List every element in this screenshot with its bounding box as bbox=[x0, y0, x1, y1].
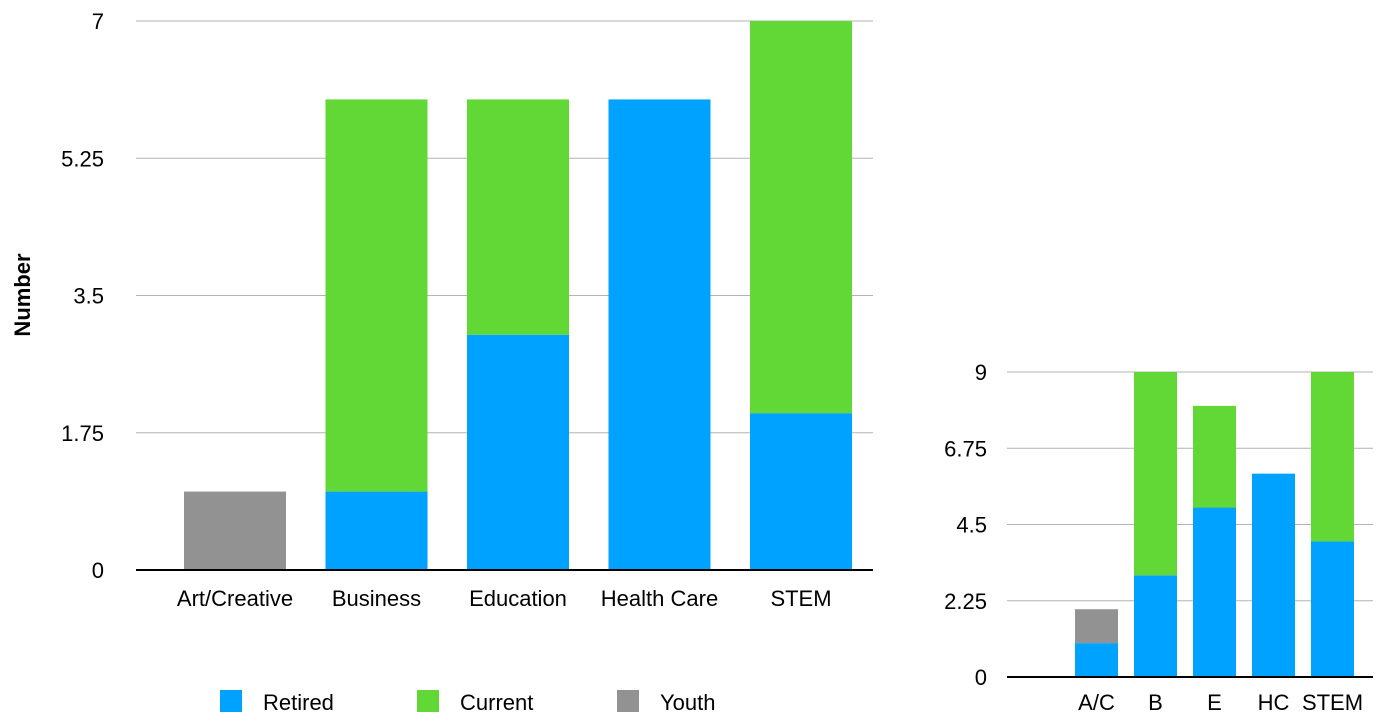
x-category-label: STEM bbox=[770, 586, 831, 611]
y-tick-label: 1.75 bbox=[61, 421, 104, 446]
y-tick-label: 2.25 bbox=[944, 589, 987, 614]
legend-swatch-youth bbox=[617, 690, 639, 712]
bar-health-care-retired bbox=[608, 99, 711, 570]
bar-education-retired bbox=[467, 334, 569, 570]
bar-stem-61d836 bbox=[1311, 372, 1354, 542]
x-category-label: Business bbox=[332, 586, 421, 611]
chart-legend: Retired Current Youth bbox=[220, 690, 715, 714]
y-tick-label: 4.5 bbox=[956, 513, 987, 538]
bar-stem-retired bbox=[750, 413, 852, 570]
bar-business-retired bbox=[325, 491, 428, 570]
bar-stem-00a2ff bbox=[1311, 541, 1354, 677]
y-axis-label: Number bbox=[10, 253, 35, 337]
bar-stem-current bbox=[750, 21, 852, 414]
legend-label-current: Current bbox=[460, 690, 533, 714]
x-category-label: Education bbox=[469, 586, 567, 611]
bar-a-c-929292 bbox=[1075, 609, 1118, 644]
y-tick-label: 7 bbox=[92, 9, 104, 34]
legend-swatch-retired bbox=[220, 690, 242, 712]
x-category-label: Health Care bbox=[601, 586, 718, 611]
y-tick-label: 5.25 bbox=[61, 146, 104, 171]
legend-label-youth: Youth bbox=[660, 690, 715, 714]
x-category-label: A/C bbox=[1078, 690, 1115, 714]
bar-business-current bbox=[325, 99, 428, 492]
y-tick-label: 9 bbox=[975, 360, 987, 385]
x-category-label: B bbox=[1148, 690, 1163, 714]
bar-e-61d836 bbox=[1193, 405, 1236, 508]
y-tick-label: 3.5 bbox=[73, 284, 104, 309]
legend-label-retired: Retired bbox=[263, 690, 334, 714]
x-category-label: HC bbox=[1258, 690, 1290, 714]
y-tick-label: 6.75 bbox=[944, 436, 987, 461]
bar-b-00a2ff bbox=[1134, 575, 1177, 677]
bar-a-c-00a2ff bbox=[1075, 643, 1118, 677]
x-category-label: STEM bbox=[1302, 690, 1363, 714]
bar-b-61d836 bbox=[1134, 372, 1177, 576]
legend-swatch-current bbox=[417, 690, 439, 712]
bar-art-creative-youth bbox=[184, 491, 286, 570]
bar-hc-00a2ff bbox=[1252, 473, 1295, 677]
summary-chart: 0 2.25 4.5 6.75 9 A/C B E HC STEM bbox=[944, 360, 1373, 714]
y-tick-label: 0 bbox=[975, 665, 987, 690]
main-chart: 0 1.75 3.5 5.25 7 Art/Creative Business Educati… bbox=[10, 9, 873, 611]
x-category-label: E bbox=[1207, 690, 1222, 714]
x-category-label: Art/Creative bbox=[177, 586, 293, 611]
y-tick-label: 0 bbox=[92, 558, 104, 583]
bar-education-current bbox=[467, 99, 569, 335]
bar-e-00a2ff bbox=[1193, 507, 1236, 677]
